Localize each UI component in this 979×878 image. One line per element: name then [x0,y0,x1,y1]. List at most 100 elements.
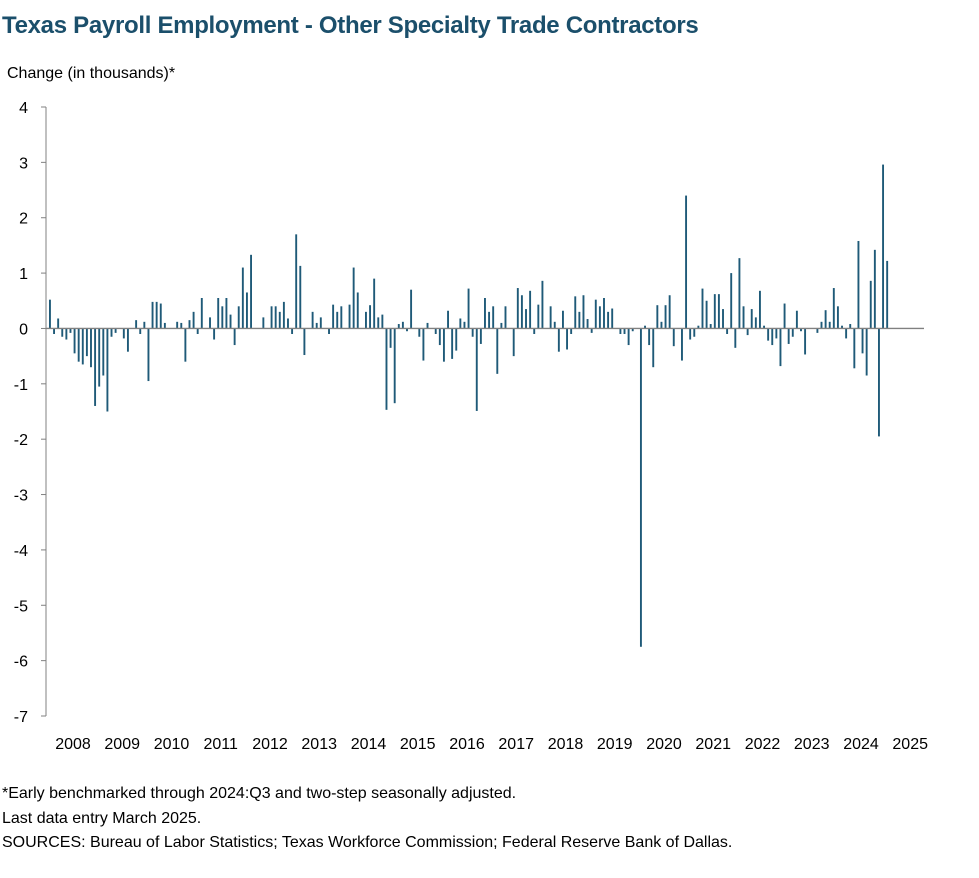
bar [639,328,642,647]
bar [652,328,655,368]
bar [598,306,601,329]
bar [73,328,76,354]
x-tick-label: 2012 [252,736,288,753]
bar [287,318,289,329]
x-tick-label: 2014 [351,736,387,753]
bar [644,325,646,329]
bar [566,328,568,350]
bar [689,328,692,340]
bar [188,320,191,329]
y-tick-label: -7 [14,709,28,726]
y-tick-label: -3 [14,488,28,505]
bar [857,240,860,329]
bar [726,328,729,334]
bar [771,328,774,346]
bar [878,328,880,437]
bar [820,321,823,329]
bar [332,304,335,329]
y-tick-label: -2 [14,432,28,449]
y-tick-label: -5 [14,598,28,615]
bar [586,319,589,329]
bar [717,294,720,329]
bar [500,322,503,329]
bar [787,328,790,344]
bar [303,328,306,356]
bar [352,267,355,329]
x-tick-label: 2009 [104,736,140,753]
bar [311,311,314,329]
y-tick-label: 4 [19,100,28,117]
bar [603,298,605,329]
bar [426,322,429,329]
x-tick-label: 2021 [695,736,731,753]
bar [49,299,51,329]
bar [492,306,495,329]
x-tick-label: 2010 [154,736,190,753]
bar [734,328,737,348]
y-tick-label: -4 [14,543,28,560]
bar [406,328,408,332]
bar [722,309,724,329]
bar [750,309,753,329]
bar [574,296,577,329]
bar [611,308,614,329]
bar [180,322,183,329]
footnotes: *Early benchmarked through 2024:Q3 and t… [2,782,732,856]
bar [882,164,885,329]
bar [90,328,92,368]
bar [270,306,273,329]
bar [385,328,388,410]
bar [681,328,683,361]
bar [672,328,675,347]
bar [701,288,704,329]
bar [377,317,380,329]
bar [81,328,84,365]
bar [274,306,277,329]
bar [471,328,474,337]
bar [816,328,819,333]
y-tick-label: -6 [14,654,28,671]
bar [705,300,708,329]
y-axis-label: Change (in thousands)* [7,65,176,82]
bar [143,321,146,329]
bar [373,278,376,329]
bar [800,328,802,332]
bar [192,311,195,329]
x-tick-label: 2013 [301,736,337,753]
bar [291,328,294,334]
bar [315,322,318,329]
bar [845,328,848,339]
bar [709,324,712,329]
bar-chart: 4 3 2 1 0 -1 -2 -3 -4 -5 -6 -7 2008 2009 2010 2011 2012… [14,100,928,753]
footnote-last-entry: Last data entry March 2025. [2,809,202,827]
bar [245,292,248,329]
bar [557,328,560,352]
bar [779,328,782,367]
bar [336,311,339,329]
bar [533,328,536,334]
bar [381,314,384,329]
bar [562,310,564,329]
bar [627,328,630,346]
bar [139,328,142,334]
bar [754,317,757,329]
bar [590,328,593,333]
bar [455,328,458,351]
x-axis-ticks: 2008 2009 2010 2011 2012 2013 2014 2015 2016 2017… [55,736,928,753]
bar [775,328,778,339]
bar [299,265,302,329]
bar [841,325,843,329]
bar [804,328,807,355]
bar [693,328,696,337]
bar [594,299,597,329]
bar [295,234,298,329]
bar [77,328,80,362]
footnote-sources: SOURCES: Bureau of Labor Statistics; Tex… [2,834,733,851]
bar [369,305,372,329]
bar [853,328,856,369]
x-tick-label: 2011 [203,736,238,753]
bar [106,328,109,412]
y-tick-label: 1 [19,266,28,283]
y-tick-label: -1 [14,377,28,394]
bar [418,328,421,337]
